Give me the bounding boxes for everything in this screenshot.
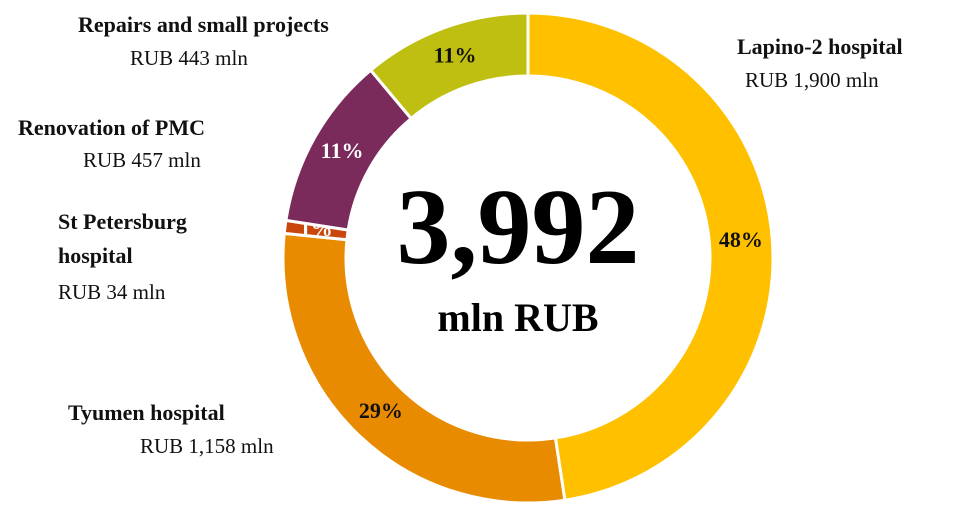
donut-segment — [526, 11, 775, 502]
category-label: St Petersburg hospital — [58, 209, 187, 268]
category-label: Lapino-2 hospital — [737, 34, 903, 59]
donut-segment — [368, 11, 530, 121]
value-label: RUB 457 mln — [83, 148, 201, 172]
value-label: RUB 443 mln — [130, 46, 248, 70]
value-label: RUB 1,900 mln — [745, 68, 879, 92]
percent-label: 29% — [359, 398, 403, 423]
percent-label: 11% — [434, 42, 477, 67]
category-label: Renovation of PMC — [18, 115, 205, 140]
percent-label: 48% — [719, 227, 763, 252]
center-label: 3,992 — [397, 168, 640, 287]
donut-segment — [281, 231, 567, 505]
value-label: RUB 34 mln — [58, 280, 166, 304]
category-label: Repairs and small projects — [78, 12, 329, 37]
center-sublabel: mln RUB — [437, 295, 598, 340]
percent-label: 11% — [321, 138, 364, 163]
value-label: RUB 1,158 mln — [140, 434, 274, 458]
category-label: Tyumen hospital — [68, 400, 225, 425]
